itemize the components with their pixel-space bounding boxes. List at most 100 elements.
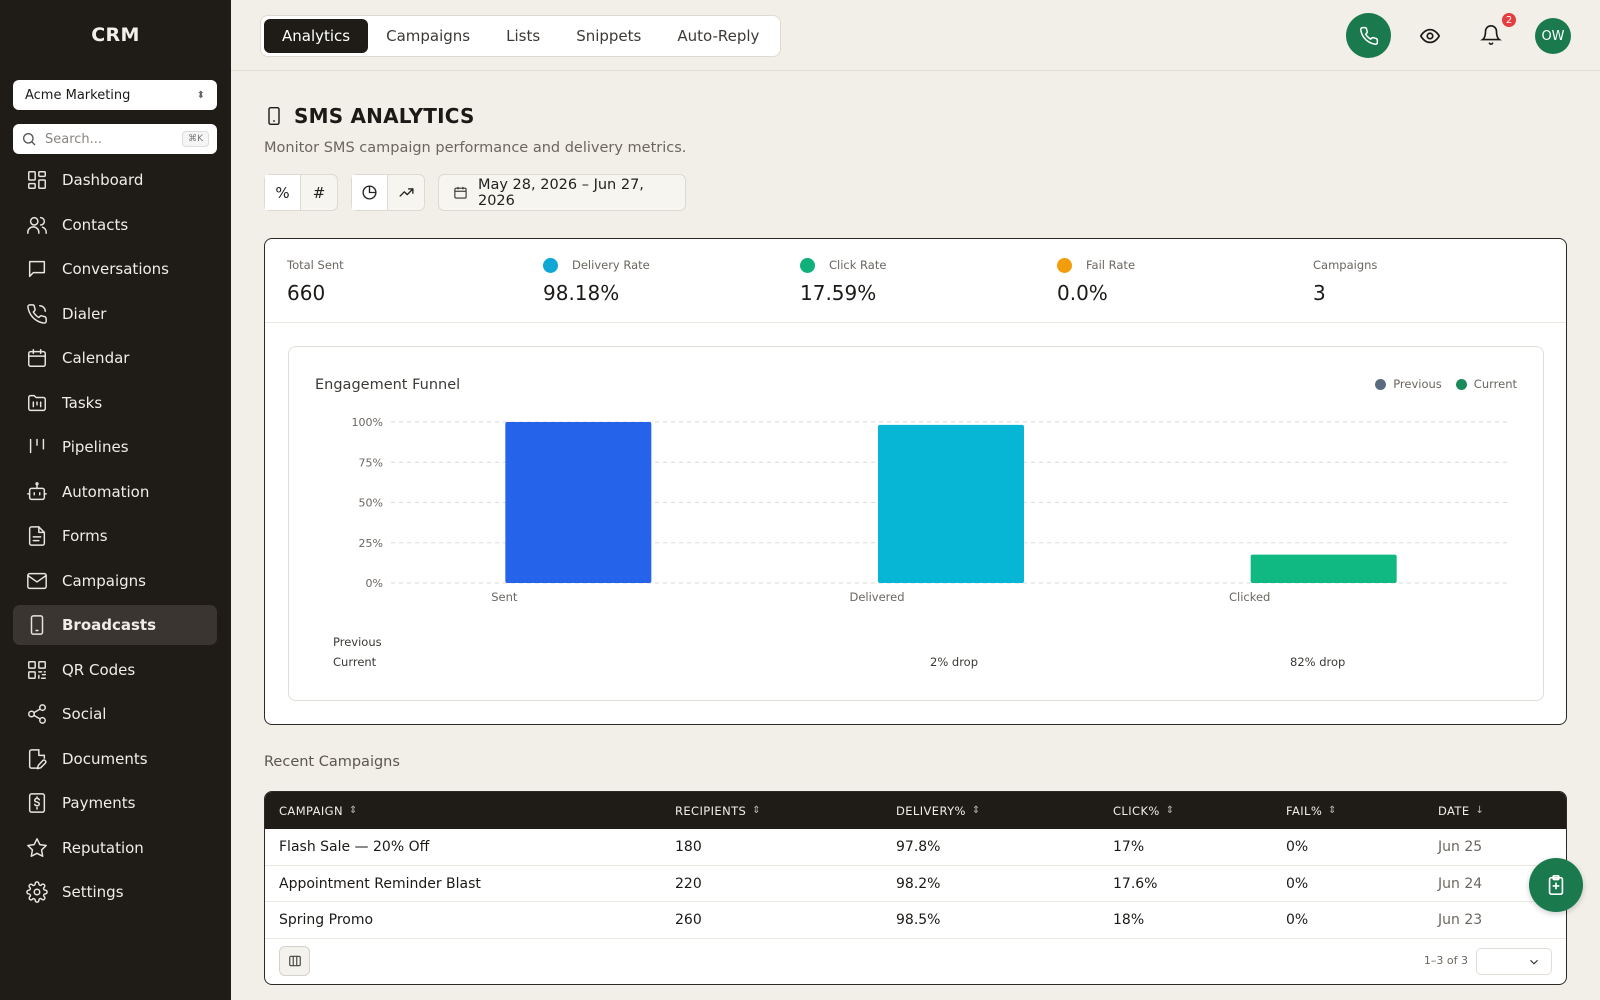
sidebar: CRM Acme Marketing ⬍ Search... ⌘K Dashbo… (0, 0, 231, 1000)
table-row[interactable]: Flash Sale — 20% Off 180 97.8% 17% 0% Jun 25 (265, 829, 1566, 866)
column-header-click[interactable]: CLICK% ⇕ (1113, 792, 1175, 829)
search-input[interactable]: Search... ⌘K (13, 124, 217, 154)
cell-recipients: 180 (675, 839, 702, 855)
sidebar-item-automation[interactable]: Automation (13, 472, 217, 512)
column-header-fail[interactable]: FAIL% ⇕ (1286, 792, 1337, 829)
table-footer: 1–3 of 3 (265, 938, 1566, 984)
cell-date: Jun 24 (1438, 875, 1483, 892)
columns-button[interactable] (279, 946, 310, 976)
bar-delivered[interactable] (878, 424, 1024, 583)
sidebar-item-dashboard[interactable]: Dashboard (13, 160, 217, 200)
stat-value: 98.18% (543, 281, 620, 305)
sidebar-item-label: Broadcasts (62, 616, 157, 634)
cell-delivery: 98.5% (896, 912, 941, 928)
sidebar-item-calendar[interactable]: Calendar (13, 338, 217, 378)
y-tick-label: 50% (359, 497, 383, 510)
column-header-recipients[interactable]: RECIPIENTS ⇕ (675, 792, 761, 829)
column-header-date[interactable]: DATE ↓ (1438, 792, 1484, 829)
calendar-icon (454, 186, 467, 199)
engagement-funnel: Engagement Funnel Previous Current 0% 25%… (288, 346, 1544, 701)
funnel-view-toggle[interactable] (352, 175, 388, 210)
drop-label-delivered: 2% drop (930, 655, 979, 669)
sidebar-item-label: Forms (62, 527, 108, 545)
preview-button[interactable] (1416, 22, 1444, 50)
column-header-label: CLICK% (1113, 803, 1160, 818)
row-label-current: Current (333, 655, 377, 669)
user-avatar[interactable]: OW (1535, 18, 1571, 54)
sidebar-item-broadcasts[interactable]: Broadcasts (13, 605, 217, 645)
bar-sent[interactable] (505, 422, 652, 583)
date-range-picker[interactable]: May 28, 2026 – Jun 27, 2026 (438, 174, 686, 211)
trend-icon (398, 188, 414, 197)
tasks-icon (28, 394, 46, 411)
date-range-value: May 28, 2026 – Jun 27, 2026 (477, 176, 644, 209)
tab-bar: Analytics Campaigns Lists Snippets Auto-Repl… (260, 15, 782, 57)
table-body: Flash Sale — 20% Off 180 97.8% 17% 0% Jun 25 A… (265, 829, 1566, 939)
legend-item-previous: Previous (1375, 377, 1442, 391)
notifications-button[interactable] (1477, 20, 1505, 50)
cell-delivery: 98.2% (896, 875, 941, 892)
page-size-select[interactable] (1476, 948, 1552, 975)
tab-analytics[interactable]: Analytics (264, 19, 369, 53)
bar-clicked[interactable] (1250, 554, 1397, 583)
y-tick-label: 100% (352, 416, 383, 429)
column-header-delivery[interactable]: DELIVERY% ⇕ (896, 792, 981, 829)
arrow-down-icon: ↓ (1475, 805, 1485, 816)
contacts-icon (27, 216, 47, 234)
row-label-previous: Previous (333, 635, 382, 649)
table-header: CAMPAIGN ⇕ RECIPIENTS ⇕ DELIVERY% ⇕ CLICK% ⇕ FAI… (265, 792, 1566, 829)
star-icon (27, 837, 47, 857)
sidebar-item-dialer[interactable]: Dialer (13, 294, 217, 334)
sidebar-item-settings[interactable]: Settings (13, 872, 217, 912)
bell-icon (1480, 25, 1502, 46)
sidebar-item-label: Pipelines (62, 438, 129, 456)
org-select[interactable]: Acme Marketing ⬍ (13, 80, 217, 110)
sidebar-item-tasks[interactable]: Tasks (13, 383, 217, 423)
sidebar-item-contacts[interactable]: Contacts (13, 205, 217, 245)
sort-icon: ⇕ (752, 805, 761, 816)
hash-icon: # (312, 183, 326, 202)
count-toggle[interactable]: # (301, 175, 337, 210)
cell-campaign: Flash Sale — 20% Off (279, 839, 430, 855)
percent-icon: % (275, 183, 290, 202)
tab-lists[interactable]: Lists (506, 27, 541, 45)
table-row[interactable]: Appointment Reminder Blast 220 98.2% 17.6% 0… (265, 866, 1566, 902)
tab-snippets[interactable]: Snippets (576, 27, 642, 45)
stat-label: Total Sent (287, 258, 344, 272)
y-tick-label: 75% (359, 456, 383, 469)
robot-icon (27, 481, 47, 500)
sidebar-item-label: Calendar (62, 349, 130, 367)
sidebar-item-campaigns[interactable]: Campaigns (13, 561, 217, 601)
sidebar-item-pipelines[interactable]: Pipelines (13, 427, 217, 467)
sidebar-item-social[interactable]: Social (13, 694, 217, 734)
column-header-campaign[interactable]: CAMPAIGN ⇕ (279, 792, 358, 829)
sidebar-item-qr-codes[interactable]: QR Codes (13, 650, 217, 690)
cell-date: Jun 25 (1438, 839, 1483, 855)
conversations-icon (28, 260, 46, 278)
stat-dot (800, 257, 815, 273)
sidebar-item-documents[interactable]: Documents (13, 739, 217, 779)
tab-campaigns[interactable]: Campaigns (386, 27, 471, 45)
trend-view-toggle[interactable] (388, 175, 424, 210)
sidebar-item-payments[interactable]: Payments (13, 783, 217, 823)
stat-label: Fail Rate (1086, 258, 1136, 272)
sidebar-item-label: Conversations (62, 260, 169, 278)
mobile-icon (268, 106, 280, 126)
page-subtitle: Monitor SMS campaign performance and del… (264, 140, 687, 156)
sidebar-item-forms[interactable]: Forms (13, 516, 217, 556)
stat-value: 3 (1313, 281, 1326, 305)
clipboard-fab[interactable] (1529, 858, 1583, 912)
sidebar-item-conversations[interactable]: Conversations (13, 249, 217, 289)
stat-value: 17.59% (800, 281, 877, 305)
tab-auto-reply[interactable]: Auto-Reply (677, 27, 760, 45)
table-row[interactable]: Spring Promo 260 98.5% 18% 0% Jun 23 (265, 902, 1566, 939)
gear-icon (26, 881, 48, 903)
cell-click: 17.6% (1113, 875, 1158, 892)
sidebar-item-label: Payments (62, 794, 136, 812)
percent-toggle[interactable]: % (265, 175, 301, 210)
stats-row: Total Sent 660 Delivery Rate 98.18% Click Ra… (265, 239, 1566, 323)
chevron-updown-icon: ⬍ (196, 89, 205, 101)
column-header-label: CAMPAIGN (279, 803, 343, 818)
call-button[interactable] (1346, 13, 1391, 58)
sidebar-item-reputation[interactable]: Reputation (13, 828, 217, 868)
